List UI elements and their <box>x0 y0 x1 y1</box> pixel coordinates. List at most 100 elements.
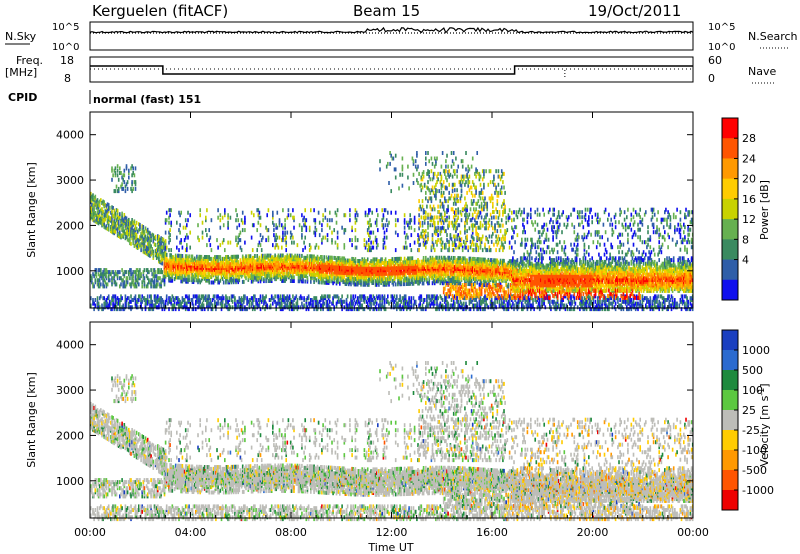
power-echo <box>182 257 185 262</box>
power-echo <box>160 299 163 304</box>
power-echo <box>126 280 129 285</box>
power-echo <box>167 258 169 263</box>
power-echo <box>161 245 164 250</box>
power-echo <box>351 243 353 248</box>
power-echo <box>427 220 429 225</box>
power-echo <box>372 230 375 235</box>
power-echo <box>154 243 157 247</box>
power-echo <box>399 294 401 299</box>
power-echo <box>116 212 119 217</box>
power-echo <box>394 282 397 287</box>
power-echo <box>128 226 130 231</box>
power-echo <box>244 215 246 220</box>
power-echo <box>92 282 94 287</box>
power-echo <box>284 223 286 228</box>
power-echo <box>98 209 101 214</box>
power-echo <box>111 209 113 214</box>
power-echo <box>131 189 133 194</box>
power-echo <box>129 224 131 229</box>
power-echo <box>418 248 420 253</box>
frequency-line <box>90 65 693 75</box>
power-echo <box>158 298 160 302</box>
power-echo <box>344 213 347 218</box>
power-echo <box>149 294 151 299</box>
power-echo <box>431 237 434 242</box>
power-echo <box>186 248 188 253</box>
power-echo <box>188 294 190 299</box>
power-echo <box>134 238 137 243</box>
power-echo <box>122 303 125 308</box>
power-echo <box>141 294 144 299</box>
power-echo <box>123 213 126 217</box>
power-echo <box>349 213 351 218</box>
power-echo <box>260 277 263 282</box>
power-echo <box>369 218 371 223</box>
power-echo <box>436 189 438 194</box>
power-echo <box>102 270 104 275</box>
power-echo <box>394 167 397 172</box>
power-echo <box>276 235 279 240</box>
power-echo <box>114 171 117 175</box>
power-echo <box>161 298 164 302</box>
power-echo <box>384 245 387 250</box>
power-echo <box>131 226 133 231</box>
power-echo <box>159 270 161 275</box>
power-echo <box>301 225 303 230</box>
power-echo <box>128 301 130 306</box>
power-echo <box>292 294 294 299</box>
power-echo <box>413 228 416 233</box>
power-echo <box>107 274 110 279</box>
power-echo <box>158 303 160 308</box>
power-echo <box>133 243 136 248</box>
power-echo <box>101 307 103 312</box>
power-echo <box>304 235 307 240</box>
power-echo <box>144 226 147 231</box>
power-echo <box>180 210 183 215</box>
power-echo <box>154 236 157 241</box>
power-echo <box>378 282 380 287</box>
power-echo <box>394 248 397 253</box>
power-echo <box>117 215 120 220</box>
power-echo <box>152 284 155 289</box>
power-echo <box>180 240 183 245</box>
power-echo <box>401 156 404 161</box>
power-echo <box>94 200 97 205</box>
power-echo <box>192 303 195 308</box>
power-echo <box>302 277 304 282</box>
power-echo <box>176 220 178 225</box>
power-echo <box>296 243 299 248</box>
power-echo <box>104 203 107 208</box>
search-tick-bottom: 10^0 <box>708 42 735 53</box>
power-echo <box>180 275 183 280</box>
power-echo <box>138 270 140 275</box>
power-echo <box>146 268 149 273</box>
power-echo <box>159 296 161 301</box>
power-echo <box>351 238 353 243</box>
power-echo <box>324 235 327 240</box>
power-echo <box>145 229 148 234</box>
power-echo <box>115 226 118 231</box>
power-echo <box>229 240 232 245</box>
power-echo <box>154 284 157 289</box>
power-echo <box>132 166 135 171</box>
power-echo <box>295 294 298 299</box>
power-echo <box>181 279 184 284</box>
power-echo <box>437 238 439 243</box>
power-echo <box>222 238 225 243</box>
power-echo <box>168 299 170 304</box>
power-echo <box>352 294 355 299</box>
power-echo <box>144 246 147 251</box>
power-echo <box>253 213 255 218</box>
power-echo <box>114 221 117 226</box>
power-echo <box>369 235 371 240</box>
power-echo <box>111 276 113 281</box>
power-echo <box>245 254 247 259</box>
power-echo <box>130 223 132 228</box>
power-echo <box>262 235 264 240</box>
power-echo <box>104 305 107 310</box>
power-echo <box>241 228 244 233</box>
power-echo <box>379 159 381 164</box>
power-echo <box>241 303 244 308</box>
power-echo <box>159 299 161 304</box>
power-echo <box>324 294 327 299</box>
